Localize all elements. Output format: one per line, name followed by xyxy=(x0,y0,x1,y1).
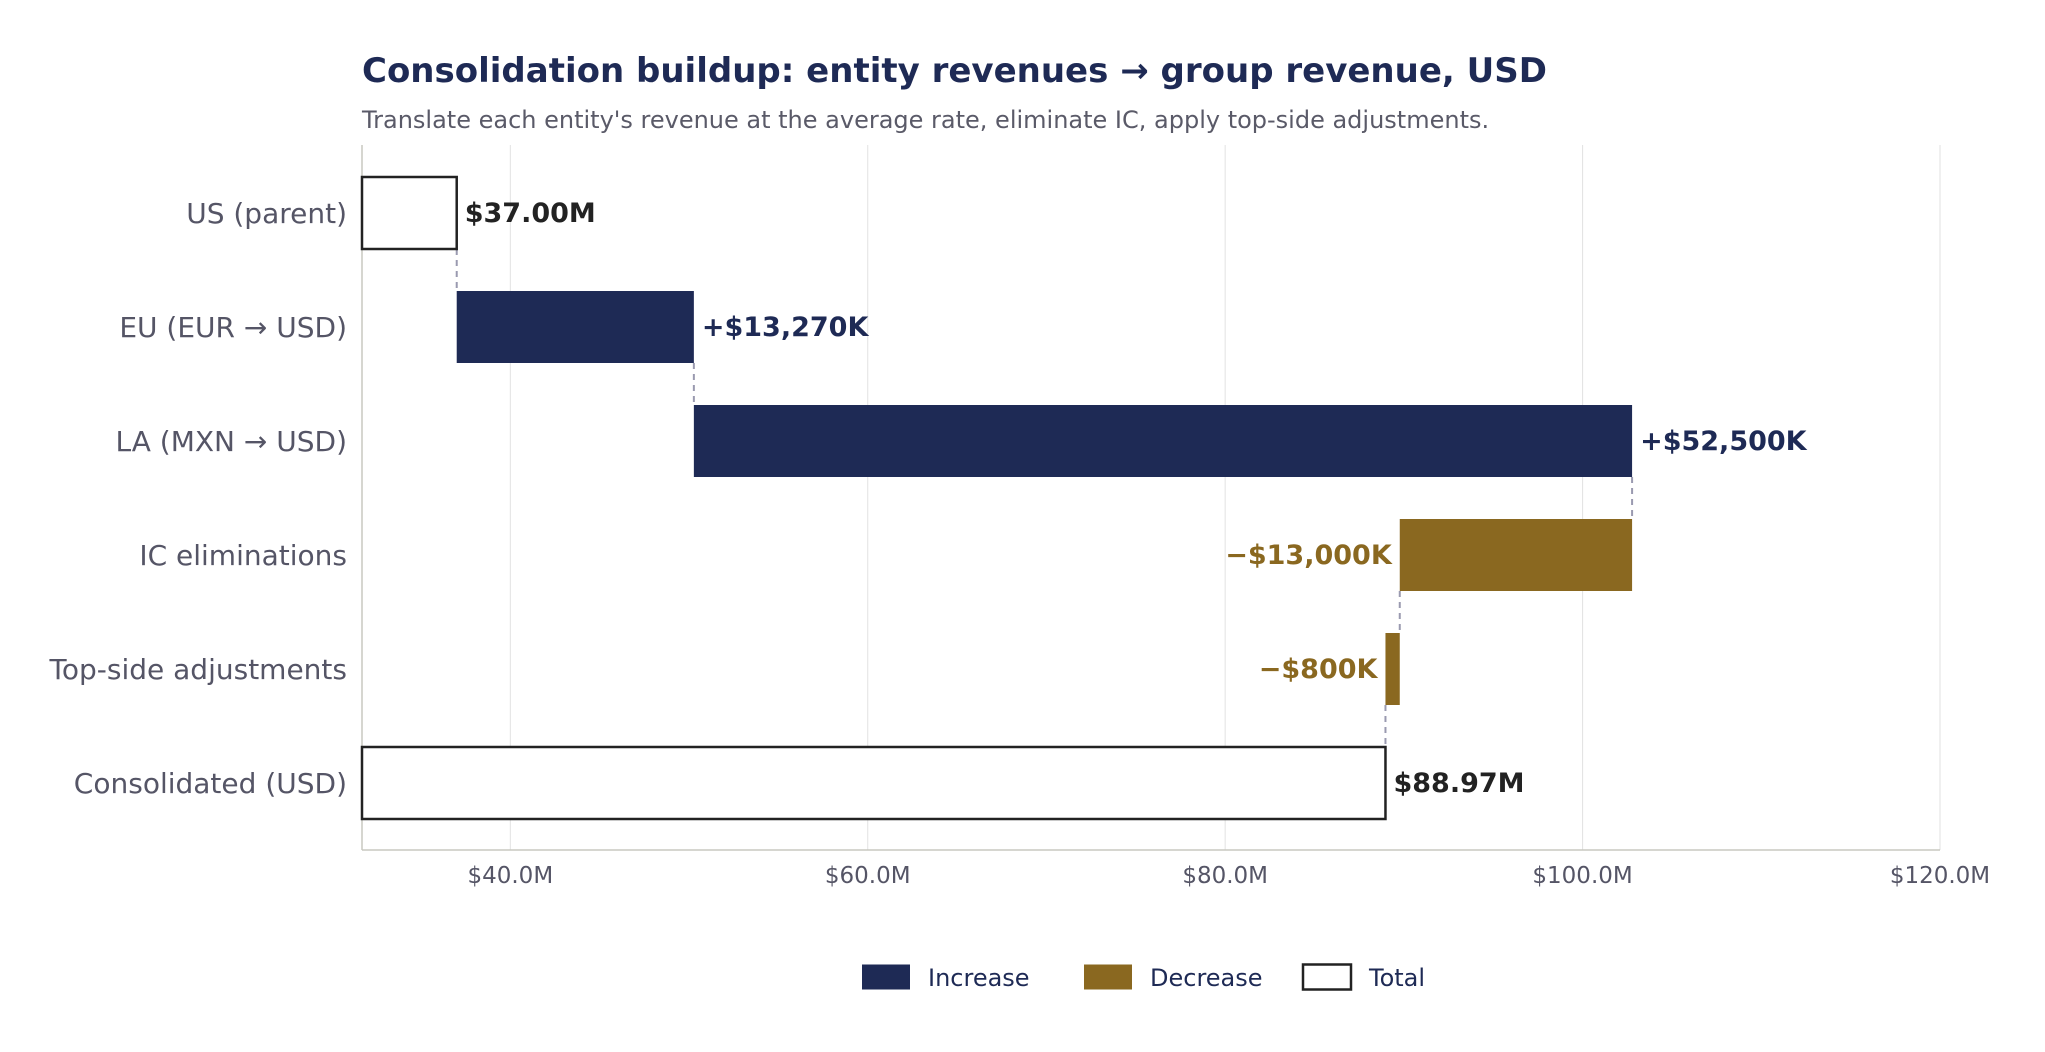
value-label: −$13,000K xyxy=(1225,540,1393,571)
category-label: EU (EUR → USD) xyxy=(119,311,347,344)
x-tick-label: $40.0M xyxy=(467,863,553,889)
x-tick-label: $120.0M xyxy=(1890,863,1990,889)
grid-lines xyxy=(509,145,1941,850)
x-tick-label: $60.0M xyxy=(825,863,911,889)
legend-swatch-increase xyxy=(862,964,910,990)
value-label: $37.00M xyxy=(465,198,596,229)
legend: Increase Decrease Total xyxy=(862,963,1425,992)
x-tick-label: $100.0M xyxy=(1532,863,1632,889)
category-label: US (parent) xyxy=(186,197,347,230)
bar-decrease xyxy=(1399,519,1633,591)
category-label: IC eliminations xyxy=(139,539,347,572)
chart-subtitle: Translate each entity's revenue at the a… xyxy=(361,106,1489,134)
legend-label: Decrease xyxy=(1150,964,1263,992)
labels: US (parent) $37.00M EU (EUR → USD) +$13,270… xyxy=(49,197,1808,800)
category-label: Top-side adjustments xyxy=(49,653,347,686)
legend-label: Total xyxy=(1368,964,1425,992)
connector-lines xyxy=(455,249,1634,747)
bar-increase xyxy=(693,405,1633,477)
bar-total xyxy=(360,745,1387,821)
category-label: LA (MXN → USD) xyxy=(115,425,347,458)
value-label: −$800K xyxy=(1259,654,1379,685)
value-label: $88.97M xyxy=(1393,768,1524,799)
legend-label: Increase xyxy=(928,964,1030,992)
legend-swatch-decrease xyxy=(1084,964,1132,990)
bar-decrease xyxy=(1385,633,1400,705)
category-label: Consolidated (USD) xyxy=(74,767,347,800)
value-label: +$13,270K xyxy=(702,312,870,343)
x-tick-label: $80.0M xyxy=(1182,863,1268,889)
bar-total xyxy=(360,175,458,251)
bar-increase xyxy=(456,291,694,363)
chart-title: Consolidation buildup: entity revenues →… xyxy=(362,51,1547,91)
axes: $40.0M $60.0M $80.0M $100.0M $120.0M xyxy=(361,145,1990,889)
legend-swatch-total xyxy=(1301,963,1353,991)
bars xyxy=(360,175,1633,821)
value-label: +$52,500K xyxy=(1640,426,1808,457)
